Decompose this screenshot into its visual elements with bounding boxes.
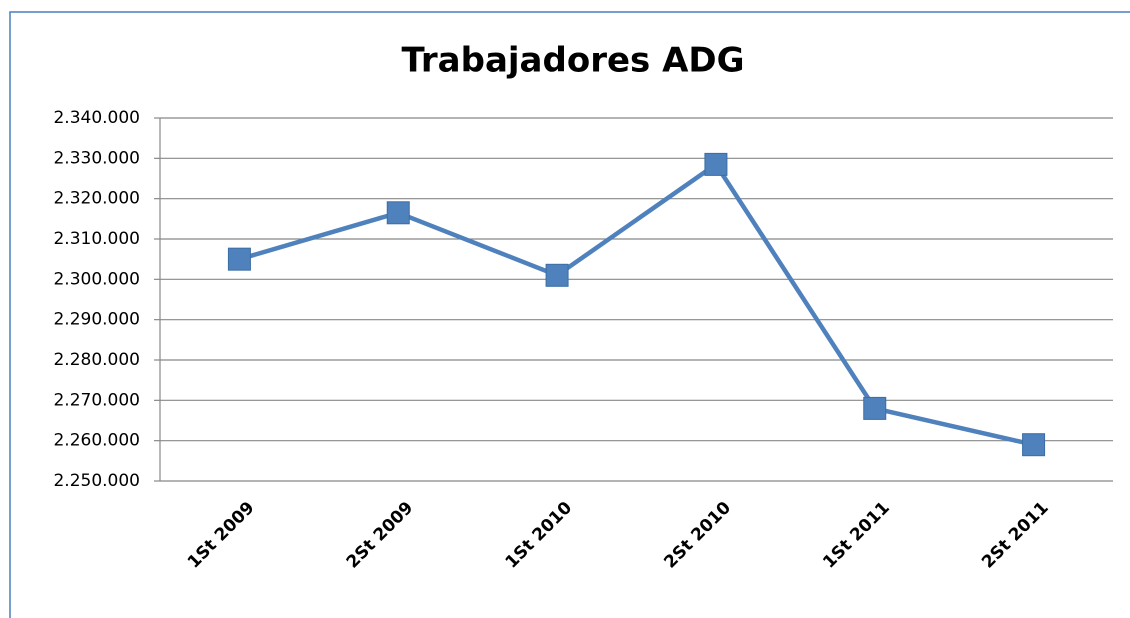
line <box>238 162 1035 447</box>
x-tick-label: 2St 2009 <box>343 498 418 573</box>
x-tick-label: 1St 2009 <box>184 498 259 573</box>
marker <box>227 247 251 271</box>
y-tick-label: 2.340.000 <box>53 108 140 128</box>
chart-frame <box>9 11 1130 618</box>
chart-title: Trabajadores ADG <box>401 41 744 81</box>
y-tick-label: 2.300.000 <box>53 269 140 289</box>
marker <box>1022 433 1046 457</box>
marker <box>863 396 887 420</box>
y-tick-label: 2.290.000 <box>53 310 140 330</box>
y-tick-label: 2.330.000 <box>53 148 140 168</box>
x-tick-label: 1St 2010 <box>502 498 577 573</box>
y-tick-label: 2.250.000 <box>53 471 140 491</box>
x-tick-label: 2St 2011 <box>978 498 1053 573</box>
x-tick-label: 2St 2010 <box>660 498 735 573</box>
y-tick-label: 2.260.000 <box>53 431 140 451</box>
y-tick-label: 2.310.000 <box>53 229 140 249</box>
marker <box>704 152 728 176</box>
y-tick-label: 2.270.000 <box>53 390 140 410</box>
y-tick-label: 2.280.000 <box>53 350 140 370</box>
y-tick-label: 2.320.000 <box>53 189 140 209</box>
x-tick-label: 1St 2011 <box>819 498 894 573</box>
marker <box>545 263 569 287</box>
marker <box>386 201 410 225</box>
